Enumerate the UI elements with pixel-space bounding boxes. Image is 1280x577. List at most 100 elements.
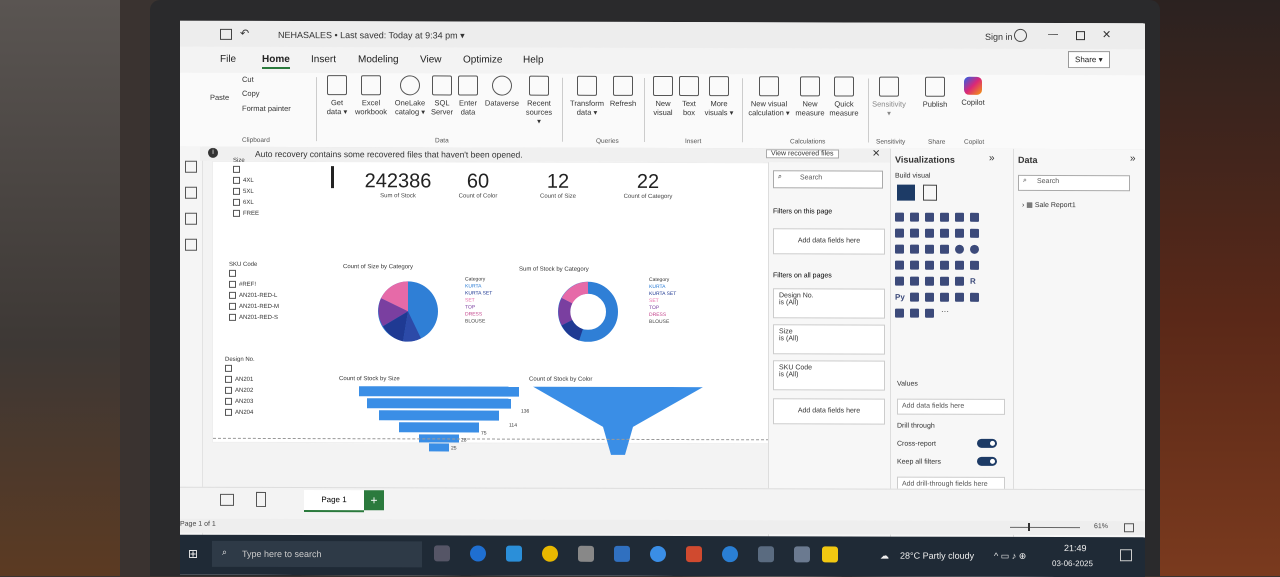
cross-report-toggle[interactable]	[977, 438, 997, 448]
expand-chevron-icon[interactable]: ›	[1022, 201, 1025, 209]
report-view-icon[interactable]	[185, 160, 197, 173]
funnel-bar[interactable]	[429, 443, 449, 452]
checkbox[interactable]	[229, 280, 236, 288]
app-icon[interactable]	[794, 546, 810, 563]
slicer-icon[interactable]	[910, 276, 919, 286]
map-icon[interactable]	[910, 260, 919, 270]
data-table-item[interactable]: › ▦ Sale Report1	[1022, 201, 1076, 209]
pie-slice[interactable]	[381, 281, 408, 312]
slicer-item[interactable]: FREE	[233, 208, 313, 219]
dataverse-button[interactable]: Dataverse	[483, 75, 521, 108]
browser-icon[interactable]	[506, 545, 522, 562]
checkbox[interactable]	[233, 209, 240, 217]
trophy-icon[interactable]	[970, 292, 979, 302]
task-view-icon[interactable]	[434, 545, 450, 562]
azure-map-icon[interactable]	[940, 260, 949, 270]
slicer-item[interactable]: AN201-RED-L	[229, 290, 309, 301]
funnel-color-visual[interactable]: Count of Stock by Color	[529, 377, 709, 457]
treemap-icon[interactable]	[895, 260, 904, 270]
view-recovered-files-button[interactable]: View recovered files	[766, 149, 839, 159]
new-visual-button[interactable]: New visual	[650, 75, 676, 117]
windows-start-icon[interactable]: ⊞	[188, 546, 199, 561]
enter-data-button[interactable]: Enter data	[456, 75, 480, 117]
python-visual-icon[interactable]: Py	[895, 292, 905, 302]
build-visual-icon[interactable]	[897, 184, 915, 201]
slicer-item[interactable]: #REF!	[229, 279, 309, 290]
checkbox[interactable]	[229, 269, 236, 277]
app-icon[interactable]	[758, 546, 774, 563]
100-bar-icon[interactable]	[955, 212, 964, 222]
multi-row-card-icon[interactable]	[925, 276, 934, 286]
format-painter-button[interactable]: Format painter	[242, 103, 291, 114]
kpi-card-count-size[interactable]: 12 Count of Size	[523, 171, 593, 200]
funnel-icon[interactable]	[925, 244, 934, 254]
donut-chart-visual[interactable]: Sum of Stock by Category Category KURTA …	[519, 267, 699, 357]
slicer-item[interactable]: AN201-RED-S	[229, 312, 309, 323]
recent-sources-button[interactable]: Recent sources ▾	[523, 75, 555, 126]
donut-segment[interactable]	[561, 281, 589, 304]
pie-slice[interactable]	[378, 298, 408, 327]
checkbox[interactable]	[225, 408, 232, 416]
menu-insert[interactable]: Insert	[311, 54, 337, 66]
add-fields-drop-zone[interactable]: Add data fields here	[773, 398, 885, 425]
checkbox[interactable]	[229, 313, 236, 321]
power-apps-icon[interactable]	[910, 308, 919, 318]
excel-workbook-button[interactable]: Excel workbook	[353, 75, 389, 116]
menu-modeling[interactable]: Modeling	[358, 54, 399, 66]
checkbox[interactable]	[233, 187, 240, 195]
values-drop-zone[interactable]: Add data fields here	[897, 398, 1005, 415]
legend-item[interactable]: KURTA	[649, 283, 666, 291]
filters-search-box[interactable]: ⌕ Search	[773, 170, 883, 189]
transform-data-button[interactable]: Transform data ▾	[570, 75, 604, 117]
slicer-item-select-all[interactable]	[233, 164, 313, 175]
legend-item[interactable]: DRESS	[649, 311, 667, 319]
new-measure-button[interactable]: New measure	[794, 76, 826, 117]
app-icon[interactable]	[722, 546, 738, 563]
sensitivity-button[interactable]: Sensitivity ▾	[872, 76, 906, 118]
copy-button[interactable]: Copy	[242, 88, 260, 98]
paginated-report-icon[interactable]	[895, 308, 904, 318]
app-icon[interactable]	[578, 545, 594, 562]
collapse-icon[interactable]: »	[1130, 153, 1136, 165]
system-tray-icons[interactable]: ^ ▭ ♪ ⊕	[994, 550, 1027, 561]
dismiss-icon[interactable]: ✕	[872, 148, 881, 160]
model-view-icon[interactable]	[185, 212, 197, 225]
filled-map-icon[interactable]	[925, 260, 934, 270]
slicer-item[interactable]: AN202	[225, 385, 305, 396]
funnel-bar[interactable]	[359, 386, 519, 397]
legend-item[interactable]: KURTA SET	[465, 290, 493, 297]
pie-icon[interactable]	[955, 244, 964, 254]
power-automate-icon[interactable]	[925, 308, 934, 318]
pie-chart-visual[interactable]: Count of Size by Category Category KURTA…	[343, 264, 513, 354]
edge-icon[interactable]	[470, 545, 486, 562]
get-data-button[interactable]: Get data ▾	[323, 75, 351, 116]
keep-filters-toggle[interactable]	[977, 456, 997, 466]
slicer-item[interactable]: 5XL	[233, 186, 313, 197]
stacked-area-icon[interactable]	[925, 228, 934, 238]
filter-card-sku[interactable]: SKU Code is (All)	[773, 360, 885, 391]
area-chart-icon[interactable]	[910, 228, 919, 238]
publish-button[interactable]: Publish	[920, 76, 950, 109]
media-player-icon[interactable]	[650, 545, 666, 563]
checkbox[interactable]	[233, 165, 240, 173]
legend-item[interactable]: BLOUSE	[649, 318, 670, 326]
line-chart-icon[interactable]	[895, 228, 904, 238]
checkbox[interactable]	[225, 364, 232, 372]
legend-item[interactable]: TOP	[465, 304, 476, 311]
donut-segment[interactable]	[558, 297, 573, 326]
slicer-item[interactable]: 6XL	[233, 197, 313, 208]
filter-card-design[interactable]: Design No. is (All)	[773, 288, 885, 319]
chrome-icon[interactable]	[542, 545, 558, 562]
legend-item[interactable]: KURTA SET	[649, 290, 677, 298]
matrix-visual-icon[interactable]	[955, 276, 964, 286]
legend-item[interactable]: TOP	[649, 304, 660, 311]
ribbon-chart-icon[interactable]	[940, 228, 949, 238]
legend-item[interactable]: SET	[649, 297, 659, 304]
zoom-slider[interactable]	[1010, 526, 1080, 529]
funnel-bar[interactable]	[367, 398, 511, 409]
smart-narrative-icon[interactable]	[955, 292, 964, 302]
100-column-icon[interactable]	[970, 212, 979, 222]
menu-optimize[interactable]: Optimize	[463, 54, 503, 66]
new-visual-calculation-button[interactable]: New visual calculation ▾	[746, 76, 792, 117]
page-tab[interactable]: Page 1	[304, 490, 364, 513]
